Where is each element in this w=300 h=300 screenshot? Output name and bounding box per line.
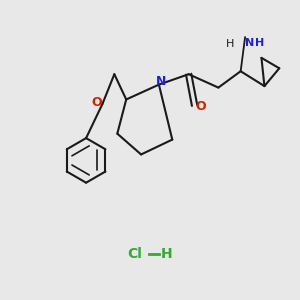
Text: O: O — [92, 96, 102, 109]
Text: H: H — [255, 38, 265, 48]
Text: N: N — [245, 38, 254, 48]
Text: Cl: Cl — [128, 247, 142, 261]
Text: N: N — [156, 74, 166, 88]
Text: H: H — [160, 247, 172, 261]
Text: O: O — [196, 100, 206, 113]
Text: H: H — [226, 40, 234, 50]
